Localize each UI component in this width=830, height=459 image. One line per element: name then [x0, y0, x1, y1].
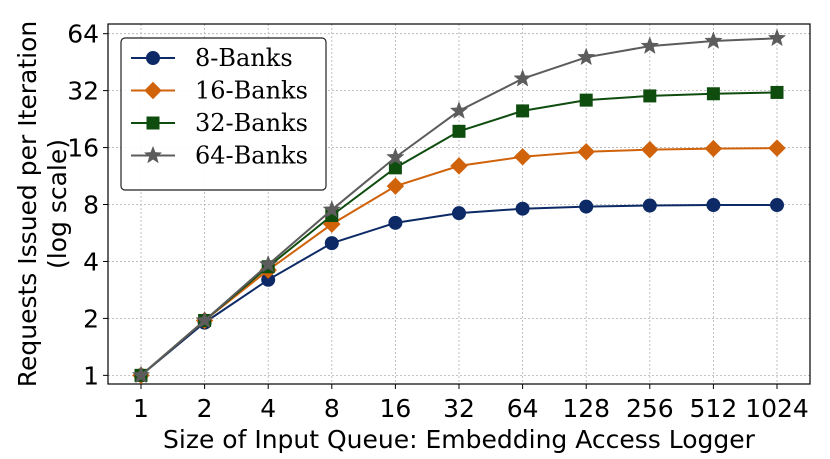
legend-item-8-banks: 8-Banks [131, 44, 293, 72]
data-point-8-banks [770, 198, 784, 213]
series-layer [131, 28, 787, 385]
data-point-16-banks [641, 140, 659, 159]
y-tick-label: 32 [67, 77, 99, 106]
data-point-8-banks [515, 201, 530, 216]
series-8-banks [134, 198, 784, 383]
legend-box [120, 37, 327, 191]
y-tick-label: 1 [83, 361, 99, 390]
legend-item-64-banks: 64-Banks [131, 142, 308, 170]
legend-label: 32-Banks [195, 109, 308, 137]
data-point-64-banks [513, 68, 532, 87]
x-tick-label: 1024 [745, 394, 809, 423]
data-point-16-banks [450, 157, 468, 175]
data-point-64-banks [576, 47, 596, 66]
data-point-16-banks [704, 139, 723, 158]
data-point-32-banks [770, 85, 784, 99]
x-tick-label: 256 [626, 394, 674, 423]
x-tick-label: 4 [260, 394, 276, 423]
x-tick-label: 16 [379, 394, 411, 423]
y-tick-label: 2 [83, 304, 99, 333]
data-point-16-banks [577, 143, 595, 161]
series-64-banks [131, 28, 787, 384]
data-point-8-banks [388, 215, 403, 230]
x-tick-label: 64 [507, 394, 539, 423]
data-point-64-banks [767, 28, 787, 47]
y-axis-ticks: 1 2 4 8 16 32 64 [67, 20, 108, 390]
y-axis-title-line-2: (log scale) [43, 139, 72, 269]
data-point-8-banks [324, 236, 339, 251]
y-axis-title-line-1: Requests Issued per Iteration [13, 21, 42, 388]
x-tick-label: 128 [562, 394, 610, 423]
data-point-64-banks [131, 365, 151, 384]
data-point-64-banks [195, 310, 214, 329]
legend-label: 8-Banks [195, 44, 293, 72]
legend-label: 64-Banks [195, 142, 308, 170]
data-point-64-banks [258, 254, 278, 273]
data-point-64-banks [449, 101, 469, 119]
data-point-32-banks [579, 93, 593, 107]
data-point-8-banks [579, 199, 594, 214]
x-tick-label: 8 [324, 394, 340, 423]
x-tick-label: 1 [133, 394, 149, 423]
legend-marker [146, 116, 160, 130]
x-tick-label: 32 [443, 394, 475, 423]
data-point-16-banks [513, 148, 532, 166]
data-point-32-banks [643, 89, 657, 103]
legend-item-32-banks: 32-Banks [131, 109, 308, 137]
x-tick-label: 2 [197, 394, 213, 423]
data-point-16-banks [768, 139, 786, 157]
x-axis-ticks: 1 2 4 8 16 32 64 128 256 512 1024 [133, 384, 809, 423]
data-point-64-banks [640, 36, 660, 54]
data-point-32-banks [452, 124, 466, 138]
legend-item-16-banks: 16-Banks [131, 77, 308, 105]
legend-marker [144, 81, 162, 100]
legend-marker [143, 145, 163, 164]
x-axis-title: Size of Input Queue: Embedding Access Lo… [163, 425, 756, 454]
data-point-32-banks [516, 104, 530, 118]
y-tick-label: 16 [67, 134, 99, 163]
x-tick-label: 512 [690, 394, 738, 423]
legend-marker [146, 51, 160, 65]
data-point-8-banks [706, 198, 721, 213]
data-point-8-banks [452, 206, 466, 221]
data-point-16-banks [386, 177, 405, 195]
data-point-64-banks [704, 31, 723, 49]
y-tick-label: 8 [83, 191, 99, 220]
data-point-32-banks [706, 87, 720, 101]
y-tick-label: 4 [83, 247, 99, 276]
y-tick-label: 64 [67, 20, 99, 49]
data-point-32-banks [388, 161, 402, 175]
data-point-64-banks [322, 200, 342, 218]
legend: 8-Banks 16-Banks 32-Banks 64-Banks [120, 37, 327, 191]
data-point-8-banks [642, 198, 657, 213]
legend-label: 16-Banks [195, 77, 308, 105]
data-point-64-banks [386, 147, 405, 166]
